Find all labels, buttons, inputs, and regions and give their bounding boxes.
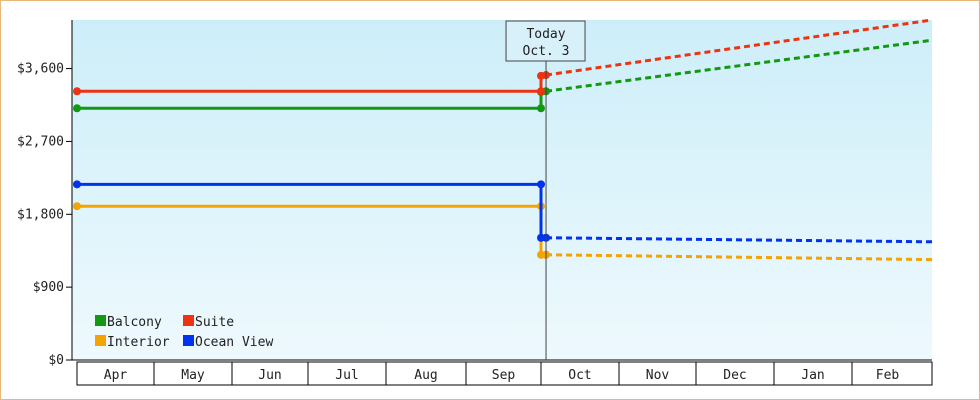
legend: Balcony Suite Interior Ocean View [95, 315, 273, 350]
month-label: Aug [414, 368, 437, 383]
legend-swatch-balcony [95, 315, 106, 326]
legend-swatch-interior [95, 335, 106, 346]
suite-forecast-line [545, 18, 933, 77]
series-lines [73, 18, 933, 262]
interior-point [73, 202, 81, 211]
month-label: Jan [801, 368, 824, 383]
suite-point [537, 87, 545, 96]
y-tick-label: $0 [48, 353, 64, 368]
month-label: Jun [258, 368, 281, 383]
legend-label-ocean-view: Ocean View [195, 335, 273, 350]
legend-swatch-suite [183, 315, 194, 326]
month-label: Oct [568, 368, 591, 383]
suite-point [73, 87, 81, 96]
month-label: Dec [723, 368, 746, 383]
x-axis: Apr May Jun Jul Aug Sep Oct Nov Dec Jan Feb [72, 359, 933, 386]
ocean-view-point [537, 180, 545, 189]
month-label: May [181, 368, 205, 383]
balcony-point [73, 104, 81, 113]
balcony-forecast-line [545, 38, 933, 93]
y-tick-label: $3,600 [17, 62, 64, 77]
ocean-view-point [73, 180, 81, 189]
y-axis: $0 $900 $1,800 $2,700 $3,600 [17, 20, 73, 368]
balcony-point [537, 104, 545, 113]
month-label: Sep [492, 368, 516, 383]
today-label-line2: Oct. 3 [523, 44, 570, 59]
y-tick-label: $2,700 [17, 134, 64, 149]
legend-label-suite: Suite [195, 315, 234, 330]
month-label: Jul [335, 368, 358, 383]
today-marker: Today Oct. 3 [505, 20, 586, 360]
month-bar [76, 361, 933, 386]
today-box [505, 20, 586, 62]
y-tick-label: $900 [33, 280, 64, 295]
ocean-view-forecast-line [546, 236, 933, 244]
legend-label-interior: Interior [107, 335, 170, 350]
month-label: Apr [104, 368, 128, 383]
plot-background [72, 20, 932, 360]
y-tick-label: $1,800 [17, 207, 64, 222]
month-label: Nov [646, 368, 670, 383]
legend-label-balcony: Balcony [107, 315, 162, 330]
legend-swatch-ocean-view [183, 335, 194, 346]
today-label-line1: Today [526, 27, 565, 42]
interior-forecast-line [546, 253, 933, 262]
month-label: Feb [876, 368, 900, 383]
